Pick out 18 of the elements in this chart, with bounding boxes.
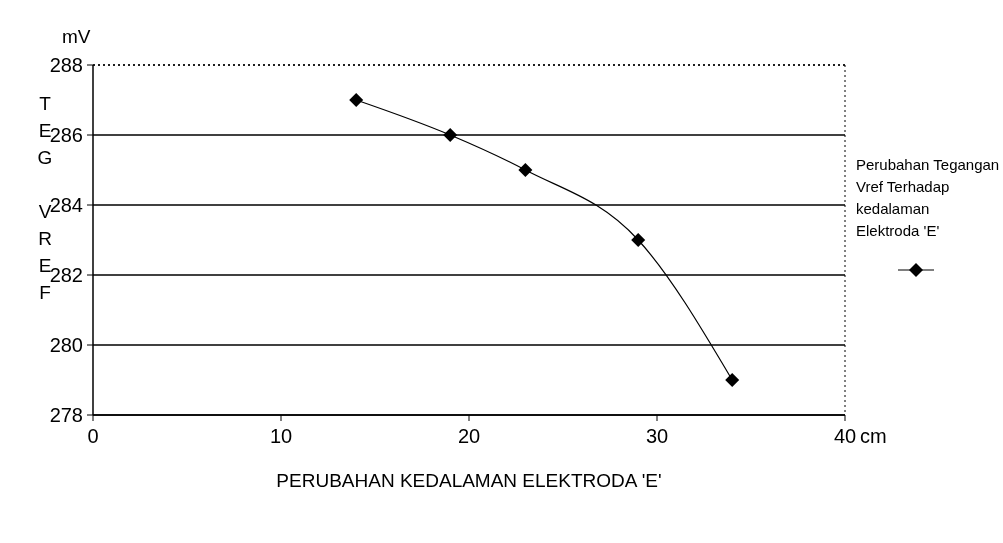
x-tick-label: 10 <box>269 425 293 447</box>
text: cm <box>860 425 887 447</box>
point <box>631 233 646 247</box>
y-tick-label: 280 <box>49 334 83 356</box>
y-tick-label: 278 <box>49 404 83 426</box>
point <box>349 93 364 107</box>
point <box>518 163 533 177</box>
point <box>725 373 740 387</box>
text: mV <box>62 26 91 47</box>
x-tick-label: 0 <box>87 425 99 447</box>
y-tick-label: 284 <box>49 194 83 216</box>
x-axis-title: PERUBAHAN KEDALAMAN ELEKTRODA 'E' <box>276 470 662 491</box>
x-tick-label: 40 <box>833 425 857 447</box>
y-tick-label: 288 <box>49 54 83 76</box>
x-tick-label: 30 <box>645 425 669 447</box>
x-tick-label: 20 <box>457 425 481 447</box>
text: Perubahan Tegangan Vref Terhadap kedalaman Elektroda 'E' <box>856 156 1000 239</box>
point <box>443 128 458 142</box>
